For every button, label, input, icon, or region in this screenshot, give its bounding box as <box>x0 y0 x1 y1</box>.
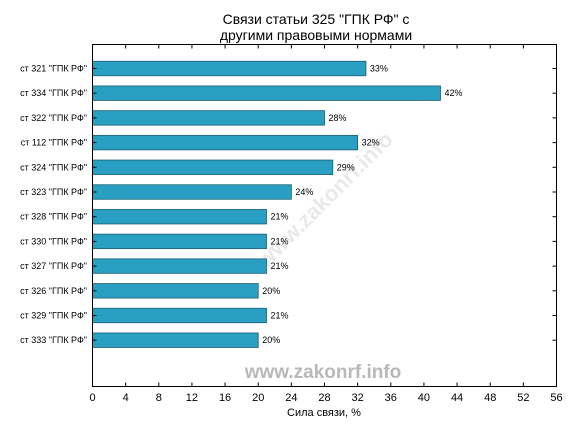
chart-title-line-2: другими правовыми нормами <box>220 27 412 43</box>
x-tick-label-13: 52 <box>517 392 529 404</box>
chart-title-line-1: Связи статьи 325 "ГПК РФ" с <box>223 11 410 27</box>
category-label-1: ст 334 "ГПК РФ" <box>20 88 87 98</box>
data-label-7: 21% <box>271 236 289 246</box>
x-tick-label-10: 40 <box>418 392 430 404</box>
category-label-9: ст 326 "ГПК РФ" <box>20 286 87 296</box>
data-label-1: 42% <box>445 88 463 98</box>
bar-1 <box>92 85 441 101</box>
x-tick-label-14: 56 <box>550 392 562 404</box>
bar-9 <box>92 283 259 299</box>
data-label-5: 24% <box>295 187 313 197</box>
x-tick-label-1: 4 <box>123 392 129 404</box>
x-tick-label-7: 28 <box>318 392 330 404</box>
data-label-3: 32% <box>362 138 380 148</box>
bar-6 <box>92 209 267 225</box>
category-labels-group: ст 321 "ГПК РФ" ст 334 "ГПК РФ" ст 322 "ГП… <box>20 64 557 345</box>
data-label-6: 21% <box>271 212 289 222</box>
category-label-2: ст 322 "ГПК РФ" <box>20 113 87 123</box>
bar-7 <box>92 233 267 250</box>
x-tick-label-4: 16 <box>219 392 231 404</box>
category-label-11: ст 333 "ГПК РФ" <box>20 335 87 345</box>
data-label-8: 21% <box>271 261 289 271</box>
bar-8 <box>92 258 267 274</box>
data-label-10: 21% <box>271 311 289 321</box>
bars-group <box>92 60 441 348</box>
x-axis-title: Сила связи, % <box>287 407 361 419</box>
category-label-8: ст 327 "ГПК РФ" <box>20 261 87 271</box>
x-tick-label-6: 24 <box>285 392 297 404</box>
bar-2 <box>92 110 325 126</box>
x-tick-label-11: 44 <box>451 392 463 404</box>
category-label-5: ст 323 "ГПК РФ" <box>20 187 87 197</box>
category-label-4: ст 324 "ГПК РФ" <box>20 162 87 172</box>
category-label-7: ст 330 "ГПК РФ" <box>20 236 87 246</box>
category-label-0: ст 321 "ГПК РФ" <box>20 64 87 74</box>
data-labels-group: 33% 42% 28% 32% 29% 24% 21% 21% 21% 20% 21% 20% <box>262 64 462 346</box>
bar-11 <box>92 332 259 348</box>
x-tick-label-8: 32 <box>352 392 364 404</box>
watermark-text: www.zakonrf.info <box>244 362 402 383</box>
x-tick-label-5: 20 <box>252 392 264 404</box>
bar-5 <box>92 184 292 200</box>
x-ticks-group: 0 4 8 12 16 20 24 28 32 36 40 44 48 52 56 <box>89 44 563 404</box>
x-tick-label-2: 8 <box>156 392 162 404</box>
data-label-4: 29% <box>337 162 355 172</box>
x-tick-label-0: 0 <box>89 392 95 404</box>
data-label-0: 33% <box>370 64 388 74</box>
x-tick-label-12: 48 <box>484 392 496 404</box>
x-tick-label-3: 12 <box>186 392 198 404</box>
data-label-11: 20% <box>262 335 280 345</box>
bar-10 <box>92 307 267 324</box>
data-label-9: 20% <box>262 286 280 296</box>
x-tick-label-9: 36 <box>385 392 397 404</box>
category-label-3: ст 112 "ГПК РФ" <box>21 138 87 148</box>
bar-0 <box>92 60 367 77</box>
category-label-10: ст 329 "ГПК РФ" <box>20 311 87 321</box>
bar-3 <box>92 134 359 151</box>
bar-4 <box>92 159 334 175</box>
category-label-6: ст 328 "ГПК РФ" <box>20 212 87 222</box>
data-label-2: 28% <box>329 113 347 123</box>
